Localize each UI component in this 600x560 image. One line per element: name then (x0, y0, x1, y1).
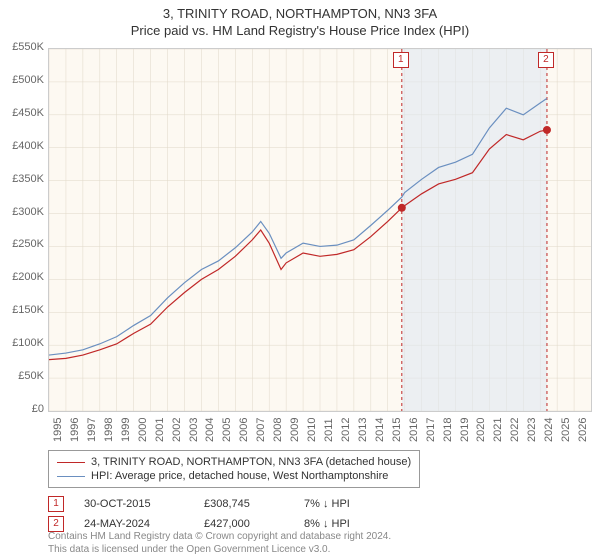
footer-line2: This data is licensed under the Open Gov… (48, 543, 391, 556)
x-tick-label: 1995 (52, 418, 64, 442)
transaction-row: 1 30-OCT-2015 £308,745 7% ↓ HPI (48, 496, 350, 512)
transaction-price: £308,745 (204, 498, 284, 510)
x-tick-label: 2005 (221, 418, 233, 442)
x-tick-label: 2004 (204, 418, 216, 442)
y-tick-label: £400K (0, 140, 44, 152)
x-tick-label: 2016 (408, 418, 420, 442)
chart-svg (49, 49, 591, 411)
titles: 3, TRINITY ROAD, NORTHAMPTON, NN3 3FA Pr… (0, 0, 600, 40)
footer: Contains HM Land Registry data © Crown c… (48, 530, 391, 556)
marker-label-2: 2 (538, 52, 554, 68)
x-tick-label: 2025 (560, 418, 572, 442)
x-tick-label: 2020 (475, 418, 487, 442)
x-tick-label: 2026 (577, 418, 589, 442)
legend: 3, TRINITY ROAD, NORTHAMPTON, NN3 3FA (d… (48, 450, 420, 488)
x-tick-label: 2012 (340, 418, 352, 442)
x-tick-label: 2022 (509, 418, 521, 442)
x-tick-label: 1999 (120, 418, 132, 442)
x-tick-label: 1997 (86, 418, 98, 442)
title-address: 3, TRINITY ROAD, NORTHAMPTON, NN3 3FA (0, 6, 600, 21)
y-tick-label: £550K (0, 41, 44, 53)
transaction-delta: 8% ↓ HPI (304, 518, 350, 530)
x-tick-label: 2018 (442, 418, 454, 442)
title-sub: Price paid vs. HM Land Registry's House … (0, 23, 600, 38)
transaction-delta: 7% ↓ HPI (304, 498, 350, 510)
legend-row: HPI: Average price, detached house, West… (57, 469, 411, 483)
x-tick-label: 2007 (255, 418, 267, 442)
legend-label: 3, TRINITY ROAD, NORTHAMPTON, NN3 3FA (d… (91, 456, 411, 468)
x-tick-label: 2019 (459, 418, 471, 442)
transaction-date: 24-MAY-2024 (84, 518, 184, 530)
plot-area (48, 48, 592, 412)
transaction-date: 30-OCT-2015 (84, 498, 184, 510)
x-tick-label: 2023 (526, 418, 538, 442)
x-tick-label: 2010 (306, 418, 318, 442)
y-tick-label: £150K (0, 304, 44, 316)
y-tick-label: £500K (0, 74, 44, 86)
x-tick-label: 2008 (272, 418, 284, 442)
legend-row: 3, TRINITY ROAD, NORTHAMPTON, NN3 3FA (d… (57, 455, 411, 469)
y-tick-label: £50K (0, 370, 44, 382)
y-tick-label: £300K (0, 206, 44, 218)
x-tick-label: 2024 (543, 418, 555, 442)
y-tick-label: £0 (0, 403, 44, 415)
x-tick-label: 2015 (391, 418, 403, 442)
y-tick-label: £250K (0, 238, 44, 250)
marker-label-1: 1 (393, 52, 409, 68)
x-tick-label: 2003 (188, 418, 200, 442)
x-tick-label: 2000 (137, 418, 149, 442)
x-tick-label: 2001 (154, 418, 166, 442)
x-tick-label: 2021 (492, 418, 504, 442)
transaction-id: 1 (48, 496, 64, 512)
x-tick-label: 2013 (357, 418, 369, 442)
footer-line1: Contains HM Land Registry data © Crown c… (48, 530, 391, 543)
legend-label: HPI: Average price, detached house, West… (91, 470, 388, 482)
x-tick-label: 2017 (425, 418, 437, 442)
y-tick-label: £450K (0, 107, 44, 119)
transaction-price: £427,000 (204, 518, 284, 530)
x-tick-label: 2011 (323, 418, 335, 442)
x-tick-label: 2009 (289, 418, 301, 442)
x-tick-label: 2006 (238, 418, 250, 442)
y-tick-label: £350K (0, 173, 44, 185)
x-tick-label: 1998 (103, 418, 115, 442)
chart-container: 3, TRINITY ROAD, NORTHAMPTON, NN3 3FA Pr… (0, 0, 600, 560)
x-tick-label: 1996 (69, 418, 81, 442)
y-tick-label: £100K (0, 337, 44, 349)
x-tick-label: 2014 (374, 418, 386, 442)
x-tick-label: 2002 (171, 418, 183, 442)
y-tick-label: £200K (0, 271, 44, 283)
